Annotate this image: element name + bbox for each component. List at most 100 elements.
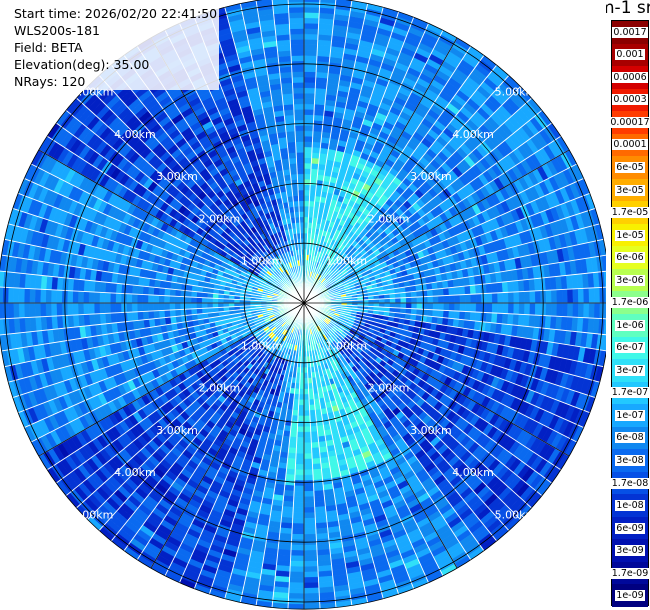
range-gate-cell (296, 442, 305, 449)
range-gate-cell (303, 125, 314, 132)
range-gate-cell (508, 302, 515, 315)
range-gate-cell (303, 12, 320, 19)
range-gate-cell (289, 560, 305, 567)
range-gate-cell (290, 555, 305, 562)
range-gate-cell (295, 464, 305, 471)
range-gate-cell (313, 479, 324, 486)
range-gate-cell (507, 313, 514, 326)
range-gate-cell (303, 114, 315, 121)
range-gate-cell (303, 431, 312, 438)
range-gate-cell (389, 297, 396, 304)
range-gate-cell (303, 168, 312, 175)
range-gate-cell (442, 287, 450, 296)
range-gate-cell (426, 289, 434, 297)
range-gate-cell (303, 109, 315, 116)
range-gate-cell (314, 93, 327, 100)
range-gate-cell (303, 464, 313, 471)
range-gate-cell (577, 302, 585, 318)
range-gate-cell (556, 289, 563, 304)
range-gate-cell (442, 310, 450, 319)
range-gate-cell (303, 76, 317, 83)
range-gate-cell (303, 92, 316, 99)
range-gate-cell (303, 507, 316, 514)
range-gate-cell (572, 302, 579, 318)
range-gate-cell (501, 281, 509, 293)
range-gate-cell (303, 195, 310, 202)
range-gate-cell (496, 312, 504, 325)
range-gate-cell (303, 447, 313, 454)
range-gate-cell (303, 528, 317, 535)
range-gate-cell (303, 496, 315, 503)
range-gate-cell (303, 490, 315, 497)
range-gate-cell (303, 200, 310, 207)
range-gate-cell (303, 184, 311, 191)
range-gate-cell (285, 468, 296, 476)
range-gate-cell (291, 528, 305, 535)
range-gate-cell (507, 280, 514, 293)
range-gate-cell (288, 447, 297, 454)
range-gate-cell (303, 173, 311, 180)
range-gate-cell (303, 22, 319, 30)
range-gate-cell (298, 404, 305, 411)
range-gate-cell (432, 288, 439, 297)
range-gate-cell (303, 523, 317, 530)
range-gate-cell (400, 297, 407, 304)
range-gate-cell (583, 302, 590, 319)
range-gate-cell (311, 458, 322, 465)
range-gate-cell (501, 313, 509, 325)
range-gate-cell (411, 302, 418, 310)
range-gate-cell (534, 302, 542, 316)
range-gate-cell (529, 302, 536, 316)
range-gate-cell (310, 425, 318, 433)
range-gate-cell (303, 517, 316, 524)
range-gate-cell (289, 431, 298, 438)
range-gate-cell (303, 474, 314, 481)
range-gate-cell (295, 458, 305, 465)
range-gate-cell (486, 302, 493, 314)
range-gate-cell (502, 292, 509, 304)
range-gate-cell (303, 55, 318, 62)
range-gate-cell (290, 425, 298, 433)
range-gate-cell (281, 506, 294, 513)
range-gate-cell (481, 302, 488, 313)
range-gate-cell (312, 125, 323, 132)
range-gate-cell (303, 421, 311, 427)
range-gate-cell (303, 39, 319, 46)
range-gate-cell (289, 576, 305, 584)
range-gate-cell (293, 485, 305, 492)
range-gate-cell (513, 302, 520, 315)
range-gate-cell (469, 311, 477, 322)
range-gate-cell (448, 294, 455, 304)
range-gate-cell (310, 168, 319, 175)
range-gate-cell (313, 103, 326, 111)
range-gate-cell (432, 309, 439, 318)
range-gate-cell (432, 295, 439, 304)
range-gate-cell (443, 295, 450, 304)
range-gate-cell (289, 566, 305, 573)
range-gate-cell (594, 287, 601, 304)
range-gate-cell (319, 0, 337, 4)
range-gate-cell (395, 302, 402, 309)
range-gate-cell (292, 512, 305, 519)
range-gate-cell (298, 388, 305, 395)
range-gate-cell (572, 288, 579, 304)
range-gate-cell (453, 310, 461, 320)
range-gate-cell (303, 415, 311, 422)
range-gate-cell (475, 293, 482, 304)
range-gate-cell (577, 288, 585, 304)
range-gate-cell (534, 290, 542, 304)
range-gate-cell (303, 469, 314, 476)
range-gate-cell (475, 302, 482, 313)
range-gate-cell (303, 6, 320, 13)
range-gate-cell (303, 544, 318, 551)
range-gate-cell (303, 135, 313, 142)
range-gate-cell (551, 302, 558, 317)
range-gate-cell (313, 114, 324, 122)
range-gate-cell (464, 311, 471, 321)
range-gate-cell (485, 283, 493, 294)
range-gate-cell (303, 480, 314, 487)
range-gate-cell (480, 283, 487, 294)
range-gate-cell (416, 296, 423, 304)
range-gate-cell (389, 302, 396, 309)
range-gate-cell (291, 409, 299, 417)
